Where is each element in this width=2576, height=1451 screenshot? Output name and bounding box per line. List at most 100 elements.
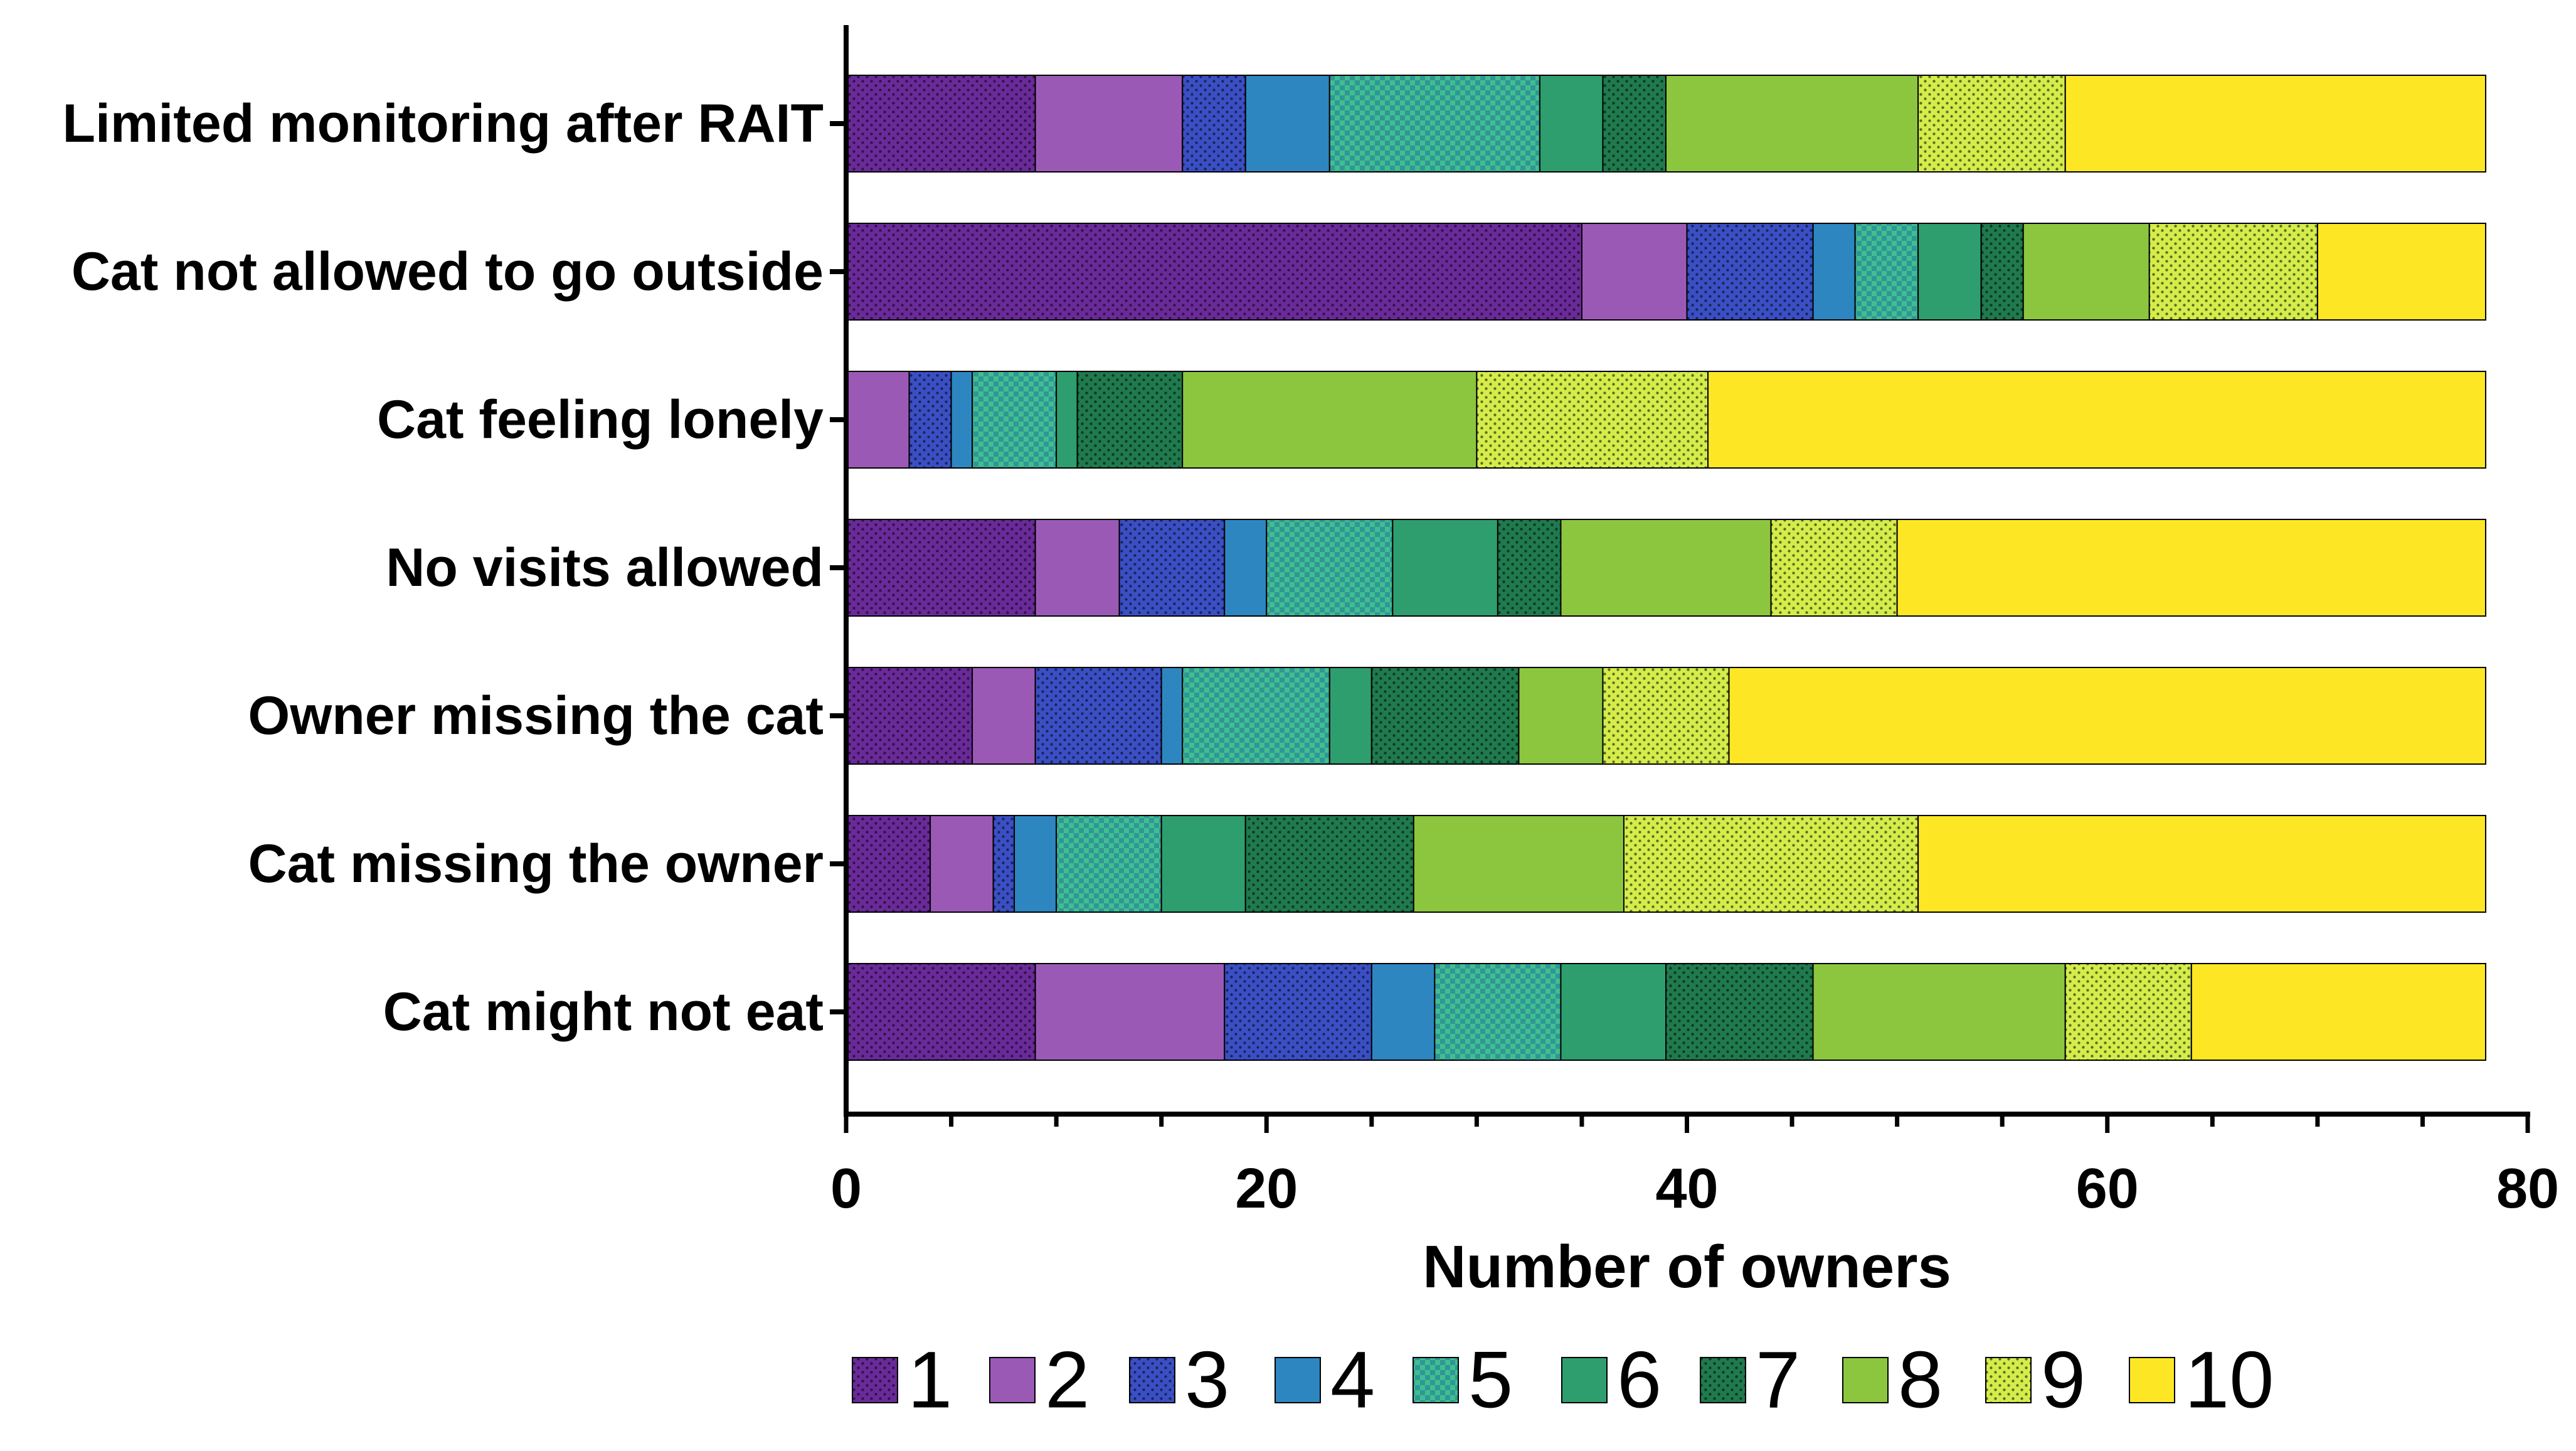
x-tick-label-0: 0 [830, 1157, 862, 1220]
legend-label-4: 4 [1330, 1336, 1375, 1425]
legend-item-1: 1 [852, 1336, 952, 1425]
bar-segment-owner-missing-the-cat-series-1 [845, 667, 973, 765]
bar-segment-cat-missing-the-owner-series-1 [845, 815, 931, 913]
category-label-cat-feeling-lonely: Cat feeling lonely [377, 390, 824, 450]
bar-segment-cat-not-allowed-to-go-outside-series-2 [1581, 223, 1688, 321]
bar-segment-cat-missing-the-owner-series-9 [1623, 815, 1919, 913]
bar-segment-cat-missing-the-owner-series-4 [1014, 815, 1057, 913]
bar-segment-cat-feeling-lonely-series-3 [908, 371, 952, 469]
bar-segment-owner-missing-the-cat-series-10 [1728, 667, 2486, 765]
legend-swatch-10 [2129, 1357, 2175, 1403]
category-label-owner-missing-the-cat: Owner missing the cat [248, 686, 824, 746]
bar-segment-cat-feeling-lonely-series-10 [1707, 371, 2486, 469]
bar-segment-cat-feeling-lonely-series-2 [845, 371, 910, 469]
bar-segment-cat-might-not-eat-series-3 [1224, 963, 1372, 1061]
bar-segment-no-visits-allowed-series-9 [1770, 519, 1898, 617]
bar-segment-no-visits-allowed-series-8 [1560, 519, 1772, 617]
bar-segment-cat-might-not-eat-series-10 [2190, 963, 2486, 1061]
bar-segment-cat-not-allowed-to-go-outside-series-8 [2022, 223, 2150, 321]
bar-segment-no-visits-allowed-series-2 [1034, 519, 1120, 617]
legend-swatch-2 [989, 1357, 1036, 1403]
category-label-no-visits-allowed: No visits allowed [386, 538, 824, 598]
bar-segment-cat-missing-the-owner-series-5 [1056, 815, 1162, 913]
bar-segment-cat-feeling-lonely-series-7 [1076, 371, 1184, 469]
legend-label-1: 1 [908, 1336, 952, 1425]
bar-segment-no-visits-allowed-series-6 [1392, 519, 1498, 617]
bar-segment-limited-monitoring-after-rait-series-9 [1917, 75, 2066, 173]
x-tick-label-20: 20 [1235, 1157, 1298, 1220]
category-label-cat-missing-the-owner: Cat missing the owner [248, 834, 824, 894]
bar-segment-cat-missing-the-owner-series-2 [930, 815, 994, 913]
bar-segment-limited-monitoring-after-rait-series-3 [1182, 75, 1246, 173]
x-tick-label-60: 60 [2076, 1157, 2139, 1220]
legend-label-2: 2 [1045, 1336, 1089, 1425]
bar-segment-no-visits-allowed-series-4 [1224, 519, 1268, 617]
bar-segment-cat-not-allowed-to-go-outside-series-5 [1854, 223, 1919, 321]
legend-swatch-9 [1985, 1357, 2032, 1403]
bar-segment-cat-not-allowed-to-go-outside-series-7 [1980, 223, 2024, 321]
bar-segment-owner-missing-the-cat-series-9 [1602, 667, 1730, 765]
bar-segment-cat-might-not-eat-series-2 [1034, 963, 1226, 1061]
legend-item-7: 7 [1700, 1336, 1800, 1425]
bar-segment-no-visits-allowed-series-3 [1118, 519, 1226, 617]
legend-item-2: 2 [989, 1336, 1089, 1425]
bar-segment-no-visits-allowed-series-10 [1896, 519, 2486, 617]
bar-segment-cat-missing-the-owner-series-8 [1413, 815, 1625, 913]
category-label-limited-monitoring-after-rait: Limited monitoring after RAIT [62, 93, 824, 154]
bar-segment-no-visits-allowed-series-1 [845, 519, 1036, 617]
bar-segment-limited-monitoring-after-rait-series-2 [1034, 75, 1184, 173]
bar-segment-owner-missing-the-cat-series-6 [1328, 667, 1372, 765]
bar-segment-owner-missing-the-cat-series-3 [1034, 667, 1162, 765]
bar-segment-cat-not-allowed-to-go-outside-series-6 [1917, 223, 1982, 321]
bar-segment-cat-feeling-lonely-series-8 [1182, 371, 1478, 469]
category-label-cat-not-allowed-to-go-outside: Cat not allowed to go outside [72, 242, 824, 302]
bar-segment-cat-not-allowed-to-go-outside-series-1 [845, 223, 1582, 321]
bar-segment-no-visits-allowed-series-7 [1497, 519, 1562, 617]
legend-swatch-6 [1561, 1357, 1608, 1403]
legend-label-9: 9 [2041, 1336, 2086, 1425]
bar-segment-cat-missing-the-owner-series-3 [992, 815, 1015, 913]
bar-segment-cat-might-not-eat-series-6 [1560, 963, 1667, 1061]
bar-segment-cat-missing-the-owner-series-10 [1917, 815, 2486, 913]
category-label-cat-might-not-eat: Cat might not eat [383, 982, 824, 1042]
bars-layer [845, 75, 2486, 1061]
legend-label-6: 6 [1617, 1336, 1662, 1425]
legend-swatch-1 [852, 1357, 898, 1403]
x-tick-label-80: 80 [2496, 1157, 2559, 1220]
bar-segment-cat-feeling-lonely-series-6 [1056, 371, 1078, 469]
bar-segment-cat-might-not-eat-series-4 [1370, 963, 1436, 1061]
legend-item-3: 3 [1129, 1336, 1229, 1425]
bar-segment-owner-missing-the-cat-series-7 [1370, 667, 1520, 765]
bar-segment-cat-not-allowed-to-go-outside-series-10 [2316, 223, 2486, 321]
bar-segment-limited-monitoring-after-rait-series-8 [1665, 75, 1919, 173]
legend-item-9: 9 [1985, 1336, 2086, 1425]
bar-segment-cat-missing-the-owner-series-6 [1160, 815, 1246, 913]
legend-swatch-3 [1129, 1357, 1175, 1403]
legend-label-7: 7 [1756, 1336, 1800, 1425]
legend-label-5: 5 [1468, 1336, 1513, 1425]
legend-item-8: 8 [1842, 1336, 1943, 1425]
legend-swatch-7 [1700, 1357, 1746, 1403]
bar-segment-owner-missing-the-cat-series-4 [1160, 667, 1184, 765]
bar-segment-cat-might-not-eat-series-9 [2064, 963, 2192, 1061]
x-axis: 0 20 40 60 80 Number of owners [830, 25, 2559, 1300]
bar-segment-cat-not-allowed-to-go-outside-series-4 [1812, 223, 1856, 321]
bar-segment-limited-monitoring-after-rait-series-4 [1244, 75, 1330, 173]
bar-segment-limited-monitoring-after-rait-series-6 [1539, 75, 1604, 173]
bar-segment-cat-might-not-eat-series-8 [1812, 963, 2066, 1061]
bar-segment-limited-monitoring-after-rait-series-5 [1328, 75, 1540, 173]
bar-segment-cat-might-not-eat-series-5 [1434, 963, 1562, 1061]
bar-segment-owner-missing-the-cat-series-8 [1518, 667, 1604, 765]
bar-segment-cat-feeling-lonely-series-5 [972, 371, 1057, 469]
bar-segment-cat-feeling-lonely-series-9 [1476, 371, 1709, 469]
bar-segment-cat-might-not-eat-series-1 [845, 963, 1036, 1061]
bar-segment-no-visits-allowed-series-5 [1266, 519, 1394, 617]
legend: 1 2 3 4 5 6 7 8 9 10 [852, 1336, 2274, 1425]
legend-item-4: 4 [1275, 1336, 1375, 1425]
x-tick-label-40: 40 [1655, 1157, 1718, 1220]
bar-segment-cat-missing-the-owner-series-7 [1244, 815, 1414, 913]
legend-swatch-8 [1842, 1357, 1889, 1403]
x-axis-title: Number of owners [1423, 1233, 1951, 1300]
